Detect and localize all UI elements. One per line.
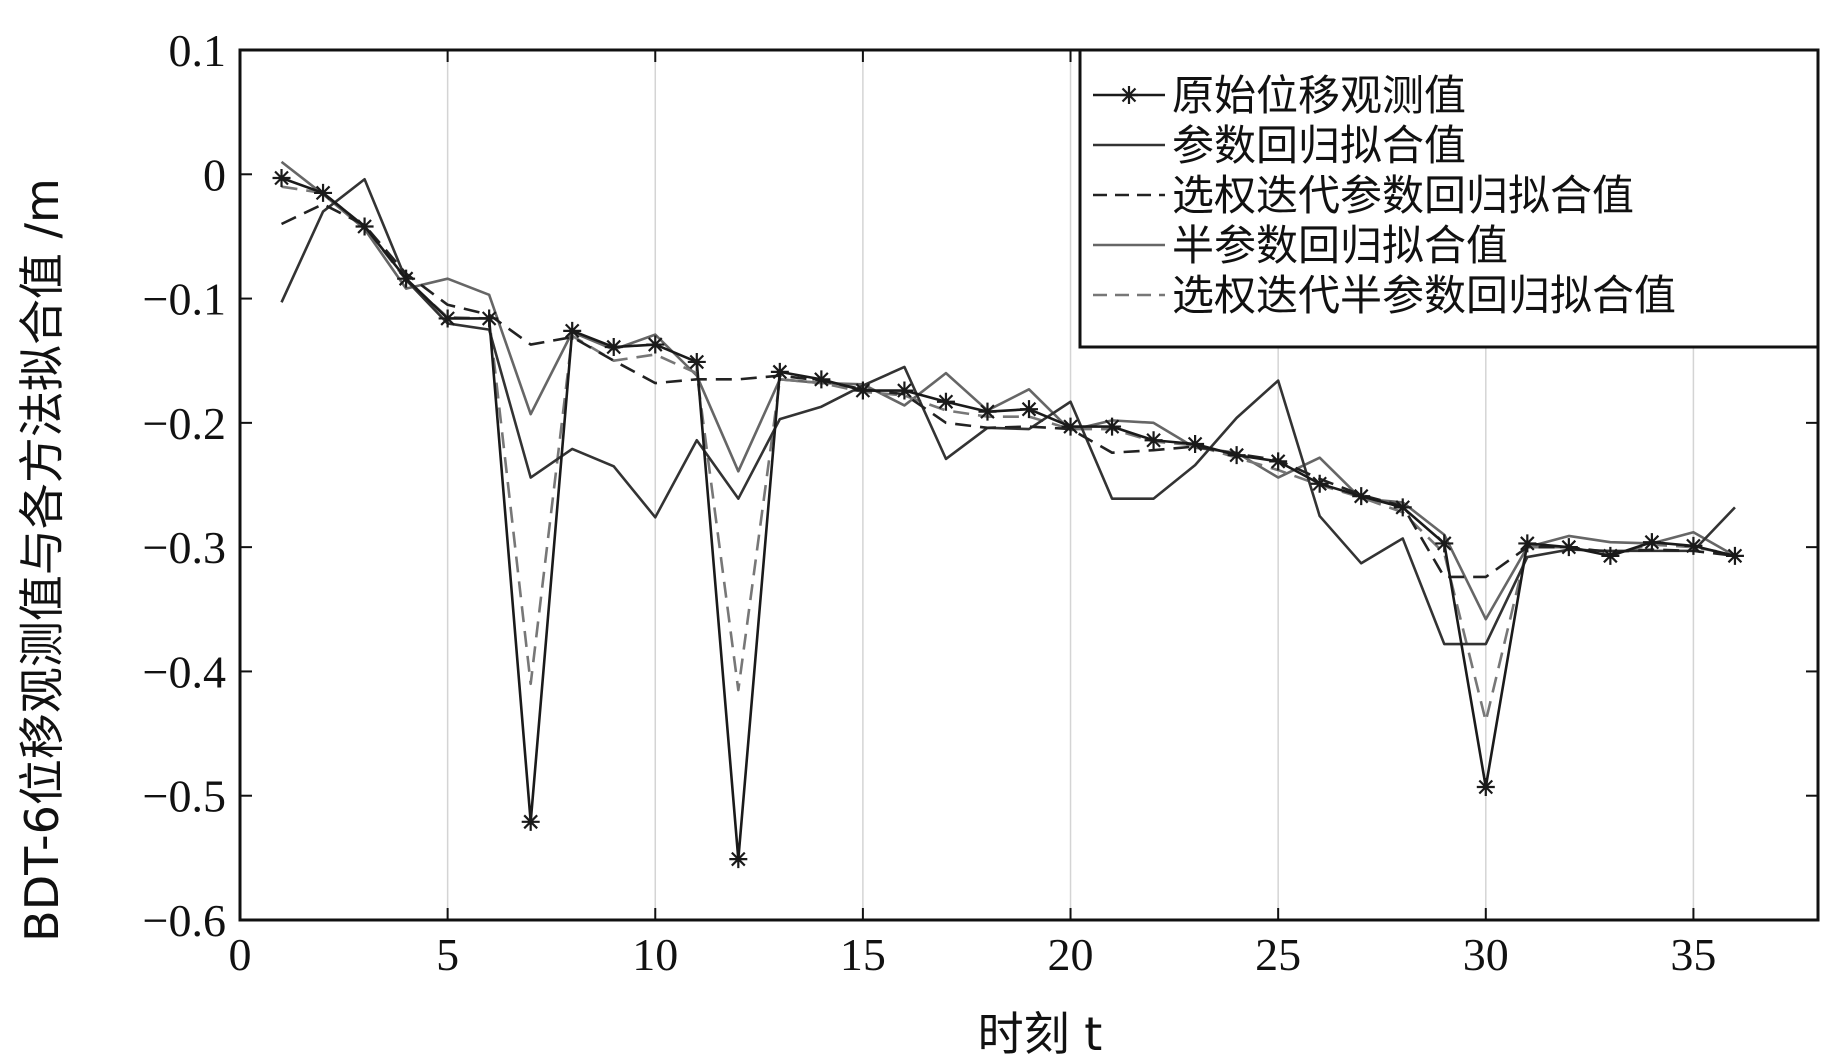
legend-marker [1120, 86, 1138, 104]
series-point [812, 370, 831, 389]
series-point [355, 217, 374, 236]
series-point [314, 183, 333, 202]
series-0 [272, 169, 1744, 869]
series-point [1518, 534, 1537, 553]
x-tick-label: 30 [1463, 929, 1509, 980]
series-point [1103, 417, 1122, 436]
legend-label: 选权迭代参数回归拟合值 [1172, 171, 1634, 220]
x-axis-label: 时刻 t [978, 1007, 1103, 1061]
series-2 [280, 202, 1736, 579]
x-tick-label: 35 [1670, 929, 1716, 980]
y-tick-label: 0 [203, 149, 226, 200]
y-tick-label: −0.1 [143, 274, 226, 325]
x-tick-label: 25 [1255, 929, 1301, 980]
legend-label: 参数回归拟合值 [1172, 121, 1466, 170]
series-4 [281, 185, 1736, 723]
series-point [1684, 536, 1703, 555]
series-point [438, 309, 457, 328]
plot-frame [238, 48, 1820, 922]
legend: 原始位移观测值参数回归拟合值选权迭代参数回归拟合值半参数回归拟合值选权迭代半参数… [1078, 48, 1820, 349]
y-tick-label: −0.4 [143, 646, 226, 697]
series-point [770, 362, 789, 381]
series-point [1144, 431, 1163, 450]
series-point [480, 309, 499, 328]
series-point [1435, 534, 1454, 553]
series-point [1310, 474, 1329, 493]
series-point [397, 269, 416, 288]
x-tick-label: 0 [229, 929, 252, 980]
series-line [280, 202, 1736, 579]
legend-label: 半参数回归拟合值 [1172, 221, 1508, 270]
series-point [1476, 778, 1495, 797]
series-point [563, 321, 582, 340]
y-tick-label: −0.2 [143, 398, 226, 449]
y-axis-label: BDT-6位移观测值与各方法拟合值 /m [15, 178, 69, 942]
series-point [1227, 446, 1246, 465]
axis-ticks: 0 5 10 15 20 25 30 35 0.1 0 −0.1 −0.2 −0.3 −0.4 −0.5 −0… [143, 25, 1818, 980]
x-tick-label: 20 [1048, 929, 1094, 980]
series-point [1559, 538, 1578, 557]
series-point [1269, 452, 1288, 471]
y-tick-label: −0.3 [143, 522, 226, 573]
series-layer [272, 160, 1744, 869]
series-point [604, 338, 623, 357]
series-point [687, 352, 706, 371]
series-point [646, 335, 665, 354]
series-point [1186, 434, 1205, 453]
series-point [521, 812, 540, 831]
x-tick-label: 5 [436, 929, 459, 980]
series-point [1352, 487, 1371, 506]
legend-label: 原始位移观测值 [1172, 71, 1466, 120]
series-point [853, 381, 872, 400]
series-point [1725, 546, 1744, 565]
series-point [1061, 417, 1080, 436]
series-3 [280, 160, 1736, 621]
legend-label: 选权迭代半参数回归拟合值 [1172, 271, 1676, 320]
series-point [978, 402, 997, 421]
y-tick-label: −0.5 [143, 771, 226, 822]
series-point [272, 169, 291, 188]
y-tick-label: 0.1 [169, 25, 227, 76]
series-point [936, 392, 955, 411]
series-line [280, 160, 1736, 621]
x-tick-label: 10 [632, 929, 678, 980]
series-point [1020, 400, 1038, 419]
series-point [1601, 546, 1620, 565]
series-line [281, 176, 1736, 861]
legend-box [1078, 48, 1820, 349]
series-line [281, 185, 1736, 723]
series-point [895, 381, 914, 400]
series-point [729, 850, 748, 869]
series-point [1642, 533, 1661, 552]
x-tick-label: 15 [840, 929, 886, 980]
y-tick-label: −0.6 [143, 895, 226, 946]
series-point [1393, 498, 1412, 517]
